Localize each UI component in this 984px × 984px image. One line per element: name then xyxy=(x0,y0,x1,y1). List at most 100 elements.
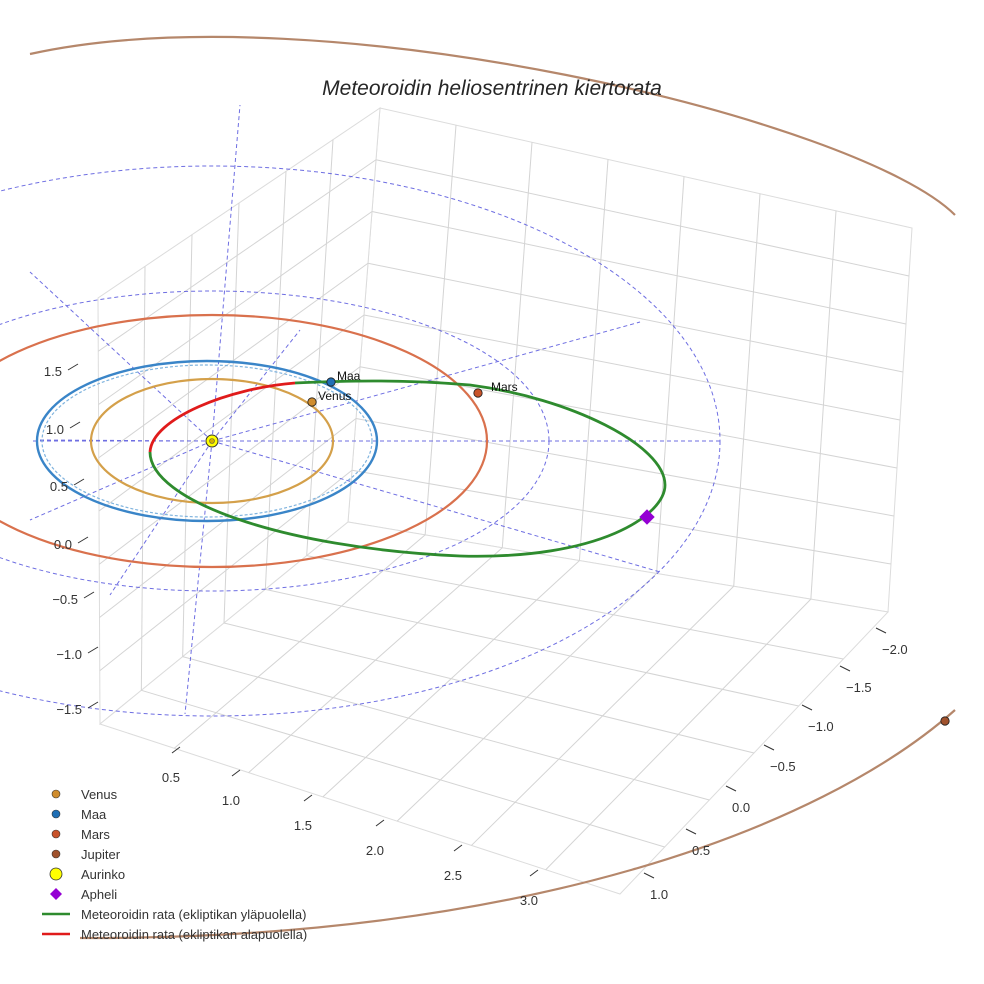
axis-ticks: 0.5 1.0 1.5 2.0 2.5 3.0 −2.0 −1.5 −1.0 −0.5 0.0 0.5… xyxy=(44,363,908,908)
jupiter-orbit xyxy=(29,35,956,216)
jupiter-marker xyxy=(940,716,950,726)
chart-title: Meteoroidin heliosentrinen kiertorata xyxy=(322,77,662,100)
radial-guide xyxy=(211,329,301,442)
y-tick xyxy=(875,627,887,634)
grid-line xyxy=(306,139,334,556)
grid-line xyxy=(182,656,710,801)
z-tick xyxy=(77,536,89,544)
radial-guide xyxy=(29,271,213,442)
z-tick-label: −0.5 xyxy=(52,592,78,607)
x-tick-label: 1.0 xyxy=(222,793,240,808)
y-tick-label: 0.0 xyxy=(732,800,750,815)
y-tick-label: −1.5 xyxy=(846,680,872,695)
reference-guides xyxy=(0,104,721,717)
venus-marker xyxy=(307,397,317,407)
legend-rata-alapuolella-label: Meteoroidin rata (ekliptikan alapuolella… xyxy=(81,927,307,942)
meteoroid-orbit-below xyxy=(148,381,296,453)
x-tick xyxy=(453,844,463,852)
maa-orbit-inner xyxy=(41,364,373,518)
z-tick xyxy=(87,646,99,654)
legend-aurinko-label: Aurinko xyxy=(81,867,125,882)
y-tick-label: −2.0 xyxy=(882,642,908,657)
y-tick xyxy=(839,665,851,672)
y-tick xyxy=(725,785,737,792)
legend-item-mars: Mars xyxy=(51,827,110,842)
z-tick-label: −1.0 xyxy=(56,647,82,662)
y-tick-label: −1.0 xyxy=(808,719,834,734)
z-tick xyxy=(69,421,81,429)
legend-item-rata-alapuolella: Meteoroidin rata (ekliptikan alapuolella… xyxy=(42,927,307,942)
grid-line xyxy=(141,689,665,848)
z-tick-label: −1.5 xyxy=(56,702,82,717)
planets xyxy=(205,377,950,726)
mars-orbit xyxy=(0,313,489,569)
legend: Venus Maa Mars Jupiter Aurinko Apheli Me… xyxy=(42,787,307,942)
grid-line xyxy=(396,573,657,822)
y-tick-label: 1.0 xyxy=(650,887,668,902)
z-tick xyxy=(73,478,85,486)
aurinko-core xyxy=(209,438,215,444)
grid-line xyxy=(248,547,503,773)
grid-line xyxy=(322,560,580,798)
venus-orbit xyxy=(89,377,335,505)
grid-line xyxy=(367,262,904,373)
grid-line xyxy=(375,159,910,277)
legend-mars-label: Mars xyxy=(81,827,110,842)
z-tick-label: 1.5 xyxy=(44,364,62,379)
radial-guide xyxy=(211,104,241,442)
legend-aurinko-marker xyxy=(49,867,63,881)
radial-guide xyxy=(211,440,661,573)
y-tick-label: 0.5 xyxy=(692,843,710,858)
x-tick-label: 2.0 xyxy=(366,843,384,858)
legend-venus-marker xyxy=(51,789,61,799)
x-tick xyxy=(231,769,241,777)
venus-label: Venus xyxy=(318,389,351,403)
z-tick-label: 0.5 xyxy=(50,479,68,494)
y-tick xyxy=(801,704,813,711)
z-tick-label: 1.0 xyxy=(46,422,64,437)
grid-line xyxy=(265,588,799,707)
grid-line xyxy=(264,171,287,590)
grid-panes xyxy=(97,107,913,895)
legend-maa-marker xyxy=(51,809,61,819)
maa-label: Maa xyxy=(337,369,361,383)
y-tick-label: −0.5 xyxy=(770,759,796,774)
legend-item-jupiter: Jupiter xyxy=(51,847,121,862)
y-tick xyxy=(643,872,655,879)
legend-jupiter-marker xyxy=(51,849,61,859)
meteoroid-orbit-above xyxy=(148,379,667,558)
grid-line xyxy=(306,555,844,660)
y-tick xyxy=(763,744,775,751)
legend-item-apheli: Apheli xyxy=(50,887,117,902)
x-tick xyxy=(375,819,385,827)
point-labels: Maa Venus Mars xyxy=(318,369,518,403)
radial-guide xyxy=(39,439,213,442)
jupiter-orbit xyxy=(79,709,956,940)
x-tick-label: 1.5 xyxy=(294,818,312,833)
grid-lines xyxy=(97,125,910,871)
legend-item-rata-ylapuolella: Meteoroidin rata (ekliptikan yläpuolella… xyxy=(42,907,306,922)
grid-line xyxy=(363,314,901,421)
legend-venus-label: Venus xyxy=(81,787,118,802)
grid-line xyxy=(351,469,892,565)
legend-maa-label: Maa xyxy=(81,807,107,822)
z-tick xyxy=(67,363,79,371)
legend-mars-marker xyxy=(51,829,61,839)
radial-guide xyxy=(29,440,213,521)
z-tick xyxy=(87,701,99,709)
legend-item-venus: Venus xyxy=(51,787,118,802)
mars-marker xyxy=(473,388,483,398)
x-tick-label: 0.5 xyxy=(162,770,180,785)
legend-jupiter-label: Jupiter xyxy=(81,847,121,862)
x-tick xyxy=(171,746,181,754)
grid-line xyxy=(355,418,895,517)
grid-line xyxy=(471,585,735,846)
y-tick xyxy=(685,828,697,835)
x-tick xyxy=(303,794,313,802)
grid-line xyxy=(223,202,240,624)
grid-line xyxy=(545,598,812,871)
legend-rata-ylapuolella-label: Meteoroidin rata (ekliptikan yläpuolella… xyxy=(81,907,306,922)
grid-line xyxy=(182,234,193,657)
x-tick xyxy=(529,869,539,877)
apheli-marker xyxy=(639,509,655,525)
